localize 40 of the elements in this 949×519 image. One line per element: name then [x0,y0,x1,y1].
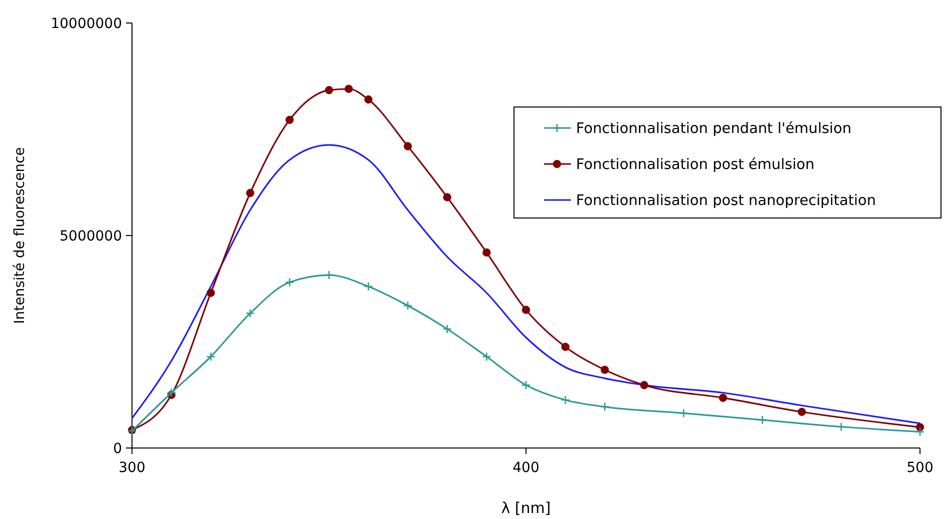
point [442,324,452,334]
y-axis-title: Intensité de fluorescence [12,147,28,324]
point [166,388,176,398]
point [284,278,294,287]
x-tick-label: 400 [512,460,540,476]
point [561,342,570,351]
point [521,380,531,390]
point [403,300,412,310]
point [286,116,294,124]
point [246,188,254,198]
legend-label: Fonctionnalisation post nanoprecipitation [576,193,876,210]
legend-label: Fonctionnalisation pendant l'émulsion [576,121,852,138]
point [798,408,806,416]
point [324,86,334,94]
point [482,352,492,362]
point [678,408,688,418]
y-tick-label: 10000000 [50,16,122,32]
point [404,142,412,150]
point [206,288,215,297]
point [718,394,728,402]
point [443,193,452,202]
point [246,308,255,318]
point [482,248,491,257]
x-tick-label: 300 [118,460,146,476]
x-axis-title: λ [nm] [501,499,551,517]
point [344,84,353,93]
y-tick-label: 5000000 [60,228,122,244]
point [522,306,530,314]
point [206,352,216,362]
point [364,95,372,104]
y-tick-label: 0 [113,440,122,457]
point [324,270,334,280]
point [758,415,768,425]
point [915,427,925,436]
legend-label: Fonctionnalisation post émulsion [576,157,814,174]
x-tick-label: 500 [906,460,934,476]
point [364,282,374,292]
point [600,366,609,374]
point [640,381,648,390]
point [560,395,570,405]
